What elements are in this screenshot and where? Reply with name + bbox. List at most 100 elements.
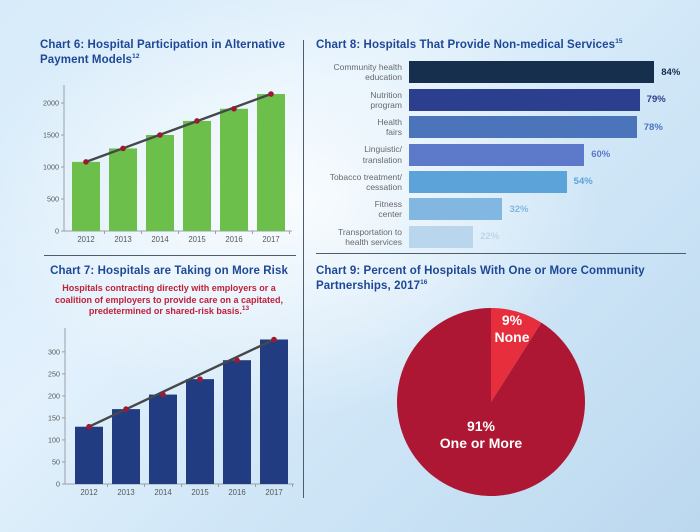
bar: [109, 148, 137, 231]
bar: [112, 409, 140, 484]
y-tick-label: 150: [48, 413, 60, 422]
trend-line: [84, 92, 273, 163]
pie-label-none-name: None: [494, 329, 530, 345]
chart8-panel: Chart 8: Hospitals That Provide Non-medi…: [316, 38, 688, 253]
pie-slice: [491, 308, 542, 402]
x-category-label: 2014: [151, 235, 169, 244]
x-category-label: 2013: [114, 235, 131, 244]
hbar-value-label: 78%: [643, 121, 663, 133]
x-category-label: 2014: [154, 488, 172, 497]
chart9-title: Chart 9: Percent of Hospitals With One o…: [316, 264, 688, 295]
x-category-label: 2017: [265, 488, 282, 497]
bar-chart-svg: 0 50 100 150 200 250 300 2012 2013 2014 2015 2016 20…: [48, 327, 294, 497]
pie-chart-svg: [397, 308, 586, 496]
hbar-value-label: 32%: [509, 203, 529, 215]
trend-line: [87, 338, 276, 428]
chart6-footnote-superscript: 12: [132, 53, 140, 61]
chart6-panel: Chart 6: Hospital Participation in Alter…: [40, 38, 292, 262]
chart8-title-text: Chart 8: Hospitals That Provide Non-medi…: [316, 39, 616, 51]
y-tick-label: 1500: [43, 130, 59, 139]
trend-dot: [268, 91, 274, 97]
trend-dot: [231, 105, 237, 112]
pie-label-one-name: One or More: [439, 435, 523, 451]
bar: [223, 360, 251, 484]
bar: [183, 120, 211, 231]
hbar-value-label: 22%: [480, 231, 500, 243]
bar: [72, 161, 100, 231]
chart7-footnote-superscript: 13: [241, 305, 250, 313]
hbar-row: Fitness center 32%: [316, 198, 688, 221]
chart7-title-text: Chart 7: Hospitals are Taking on More Ri…: [50, 265, 288, 277]
x-category-label: 2015: [188, 235, 206, 244]
trend-dot: [271, 336, 277, 343]
chart7-title: Chart 7: Hospitals are Taking on More Ri…: [38, 264, 300, 279]
y-tick-label: 300: [48, 347, 60, 356]
x-category-label: 2013: [117, 488, 134, 497]
hbar-row: Community health education 84%: [316, 61, 688, 84]
hbar-category-label: Nutrition program: [370, 89, 402, 110]
hbar-category-label: Tobacco treatment/ cessation: [329, 171, 402, 192]
chart9-title-text: Chart 9: Percent of Hospitals With One o…: [316, 265, 645, 293]
chart9-footnote-superscript: 16: [420, 279, 428, 287]
trend-dot: [157, 132, 163, 138]
chart7-subtitle-text: Hospitals contracting directly with empl…: [54, 283, 284, 317]
hbar-bar: [409, 143, 585, 166]
x-category-label: 2015: [191, 488, 209, 497]
hbar-category-label: Linguistic/ translation: [362, 144, 402, 165]
bar: [149, 394, 177, 484]
hbar-row: Health fairs 78%: [316, 116, 688, 139]
bar: [260, 339, 288, 484]
y-tick-label: 2000: [43, 98, 59, 107]
chart7-panel: Chart 7: Hospitals are Taking on More Ri…: [38, 264, 300, 519]
bar: [186, 379, 214, 484]
hbar-category-label: Community health education: [333, 62, 402, 83]
chart6-title: Chart 6: Hospital Participation in Alter…: [40, 38, 286, 69]
hbar-category-label: Fitness center: [374, 199, 402, 220]
pie-slice: [397, 308, 586, 496]
hbar-value-label: 60%: [591, 149, 611, 161]
hbar-bar: [409, 198, 503, 221]
trend-dot: [123, 406, 129, 412]
y-tick-label: 100: [48, 435, 60, 444]
chart8-figure: Community health education 84% Nutrition p…: [316, 61, 688, 248]
chart9-pie-figure: 9% None 91% One or More: [395, 306, 591, 502]
x-category-label: 2017: [262, 235, 279, 244]
pie-label-one-or-more: 91% One or More: [440, 418, 522, 452]
hbar-category-label: Transportation to health services: [338, 226, 402, 247]
hbar-bar: [409, 170, 567, 193]
trend-dot: [197, 376, 203, 382]
hbar-value-label: 54%: [573, 176, 593, 188]
trend-dot: [83, 158, 89, 165]
chart6-figure: 0 500 1000 1500 2000 2012 2013 2014 2015 2016 2017: [40, 81, 296, 257]
chart8-title: Chart 8: Hospitals That Provide Non-medi…: [316, 38, 688, 53]
hbar-bar: [409, 225, 474, 248]
x-category-label: 2016: [228, 488, 245, 497]
y-tick-label: 0: [56, 479, 60, 488]
x-category-label: 2012: [80, 488, 97, 497]
hbar-bar: [409, 88, 640, 111]
bar: [220, 108, 248, 231]
left-row-divider: [44, 255, 296, 256]
bar: [75, 426, 103, 484]
pie-label-one-pct: 91%: [466, 418, 496, 434]
y-tick-label: 1000: [43, 162, 59, 171]
chart6-title-text: Chart 6: Hospital Participation in Alter…: [40, 39, 286, 67]
y-tick-label: 500: [47, 194, 59, 203]
chart7-subtitle: Hospitals contracting directly with empl…: [44, 283, 294, 318]
y-tick-label: 50: [52, 457, 60, 466]
chart7-figure: 0 50 100 150 200 250 300 2012 2013 2014 2015 2016 20…: [40, 324, 298, 514]
trend-dot: [86, 423, 92, 430]
hbar-row: Linguistic/ translation 60%: [316, 143, 688, 166]
pie-label-none: 9% None: [495, 312, 530, 346]
trend-dot: [194, 117, 200, 124]
bar: [257, 93, 285, 231]
hbar-row: Transportation to health services 22%: [316, 225, 688, 248]
x-category-label: 2012: [77, 235, 94, 244]
y-tick-label: 200: [48, 391, 60, 400]
column-divider: [303, 40, 304, 498]
hbar-value-label: 84%: [661, 66, 681, 78]
bar: [146, 134, 174, 231]
y-tick-label: 0: [55, 226, 59, 235]
right-row-divider: [316, 253, 686, 254]
